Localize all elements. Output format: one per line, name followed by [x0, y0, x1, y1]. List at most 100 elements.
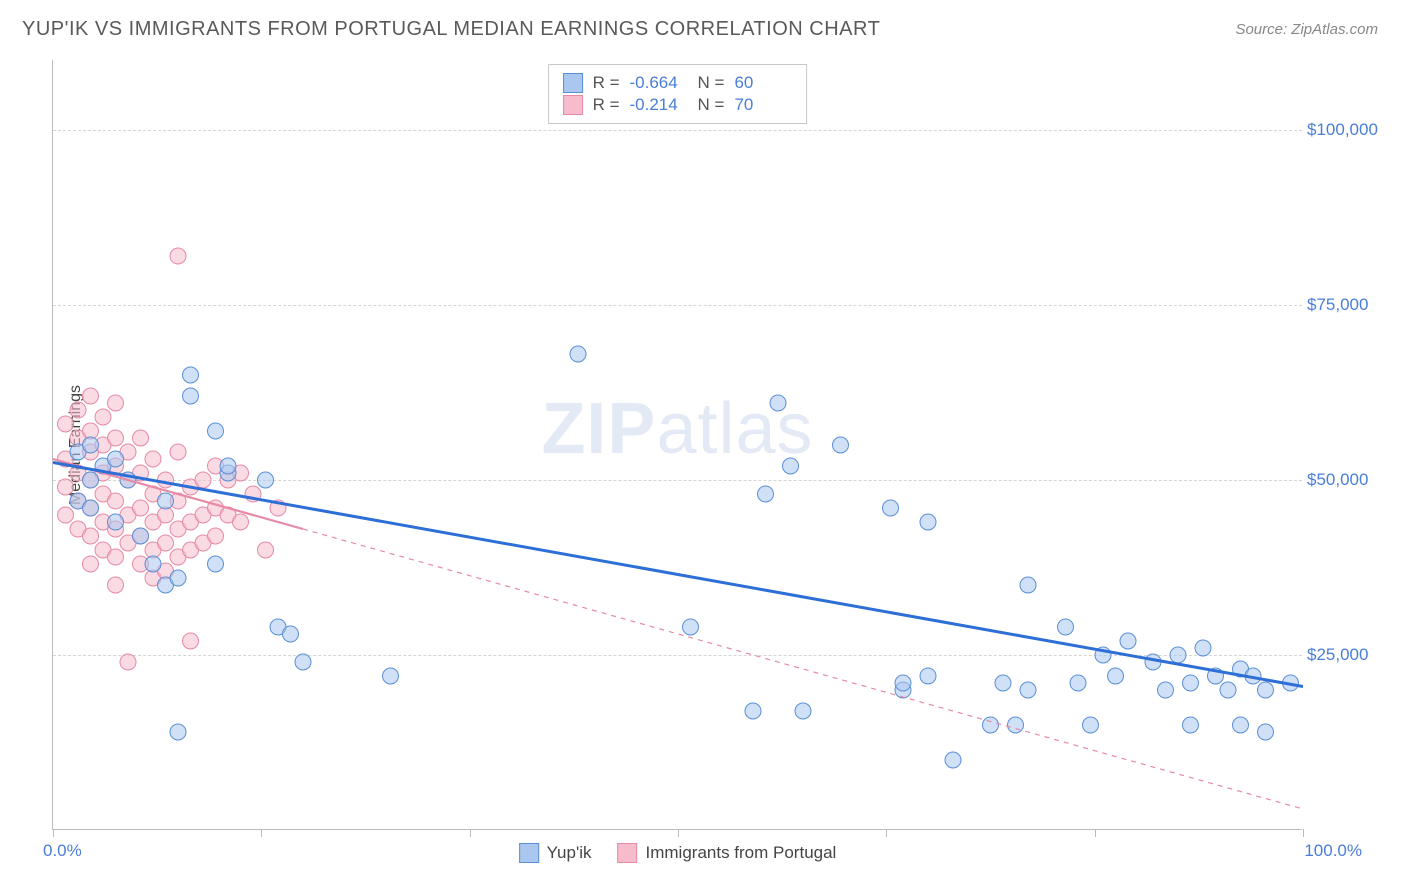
scatter-point [195, 507, 211, 523]
legend-label-1: Yup'ik [547, 843, 592, 863]
scatter-point [70, 465, 86, 481]
scatter-point [158, 577, 174, 593]
scatter-point [133, 528, 149, 544]
scatter-point [158, 563, 174, 579]
scatter-point [120, 507, 136, 523]
scatter-point [920, 514, 936, 530]
r-label: R = [593, 73, 620, 93]
scatter-point [1258, 724, 1274, 740]
r-value-2: -0.214 [630, 95, 688, 115]
chart-header: YUP'IK VS IMMIGRANTS FROM PORTUGAL MEDIA… [0, 0, 1406, 49]
scatter-point [183, 542, 199, 558]
legend-label-2: Immigrants from Portugal [646, 843, 837, 863]
scatter-point [83, 528, 99, 544]
n-label: N = [698, 95, 725, 115]
scatter-point [795, 703, 811, 719]
scatter-point [108, 493, 124, 509]
scatter-point [183, 388, 199, 404]
scatter-point [108, 430, 124, 446]
watermark-light: atlas [656, 389, 813, 469]
legend-item-1: Yup'ik [519, 843, 592, 863]
scatter-point [1233, 661, 1249, 677]
scatter-point [83, 556, 99, 572]
x-tick [1095, 829, 1096, 837]
scatter-point [95, 542, 111, 558]
scatter-point [145, 514, 161, 530]
scatter-point [1158, 682, 1174, 698]
scatter-point [683, 619, 699, 635]
scatter-point [108, 577, 124, 593]
scatter-point [133, 430, 149, 446]
correlation-legend: R = -0.664 N = 60 R = -0.214 N = 70 [548, 64, 808, 124]
scatter-point [120, 444, 136, 460]
scatter-point [183, 367, 199, 383]
scatter-point [195, 535, 211, 551]
scatter-point [133, 528, 149, 544]
scatter-point [83, 437, 99, 453]
y-tick-label: $75,000 [1307, 295, 1372, 315]
legend-swatch-1 [563, 73, 583, 93]
scatter-point [995, 675, 1011, 691]
legend-item-2: Immigrants from Portugal [618, 843, 837, 863]
scatter-point [120, 654, 136, 670]
scatter-point [170, 444, 186, 460]
scatter-point [108, 451, 124, 467]
scatter-point [895, 682, 911, 698]
scatter-point [133, 465, 149, 481]
scatter-point [170, 549, 186, 565]
scatter-point [783, 458, 799, 474]
scatter-point [208, 528, 224, 544]
scatter-point [108, 521, 124, 537]
scatter-point [133, 556, 149, 572]
x-tick [1303, 829, 1304, 837]
scatter-point [70, 402, 86, 418]
scatter-point [183, 514, 199, 530]
chart-area: Median Earnings ZIPatlas $25,000$50,000$… [52, 60, 1372, 830]
scatter-point [95, 437, 111, 453]
scatter-point [95, 514, 111, 530]
scatter-point [208, 556, 224, 572]
scatter-point [883, 500, 899, 516]
x-axis-min-label: 0.0% [43, 841, 82, 861]
trend-line-yupik [53, 463, 1303, 687]
x-axis-max-label: 100.0% [1304, 841, 1362, 861]
scatter-point [70, 444, 86, 460]
scatter-point [145, 570, 161, 586]
scatter-point [58, 416, 74, 432]
scatter-point [70, 493, 86, 509]
scatter-point [1233, 717, 1249, 733]
scatter-point [83, 388, 99, 404]
scatter-point [108, 395, 124, 411]
chart-title: YUP'IK VS IMMIGRANTS FROM PORTUGAL MEDIA… [22, 18, 880, 41]
scatter-point [1183, 675, 1199, 691]
scatter-point [1208, 668, 1224, 684]
scatter-point [770, 395, 786, 411]
scatter-point [745, 703, 761, 719]
scatter-point [1108, 668, 1124, 684]
scatter-point [1220, 682, 1236, 698]
scatter-point [1245, 668, 1261, 684]
scatter-point [170, 521, 186, 537]
n-label: N = [698, 73, 725, 93]
scatter-point [1058, 619, 1074, 635]
scatter-point [1258, 682, 1274, 698]
scatter-point [220, 507, 236, 523]
scatter-point [270, 619, 286, 635]
gridline [53, 305, 1302, 306]
scatter-point [1283, 675, 1299, 691]
x-tick [53, 829, 54, 837]
scatter-point [758, 486, 774, 502]
scatter-point [58, 507, 74, 523]
watermark-bold: ZIP [541, 389, 656, 469]
legend-row-2: R = -0.214 N = 70 [563, 95, 793, 115]
scatter-point [833, 437, 849, 453]
legend-swatch-bottom-1 [519, 843, 539, 863]
scatter-point [920, 668, 936, 684]
scatter-point [145, 451, 161, 467]
scatter-point [145, 542, 161, 558]
scatter-point [95, 409, 111, 425]
plot-region: ZIPatlas $25,000$50,000$75,000$100,000 0… [52, 60, 1302, 830]
scatter-point [208, 458, 224, 474]
scatter-point [233, 465, 249, 481]
scatter-point [1195, 640, 1211, 656]
